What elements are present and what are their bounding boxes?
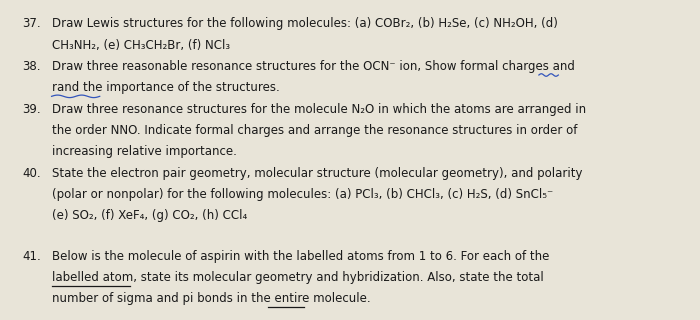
Text: increasing relative importance.: increasing relative importance. (52, 145, 237, 158)
Text: rand the importance of the structures.: rand the importance of the structures. (52, 81, 279, 94)
Text: 37.: 37. (22, 17, 41, 30)
Text: labelled atom, state its molecular geometry and hybridization. Also, state the t: labelled atom, state its molecular geome… (52, 271, 543, 284)
Text: CH₃NH₂, (e) CH₃CH₂Br, (f) NCl₃: CH₃NH₂, (e) CH₃CH₂Br, (f) NCl₃ (52, 39, 230, 52)
Text: (e) SO₂, (f) XeF₄, (g) CO₂, (h) CCl₄: (e) SO₂, (f) XeF₄, (g) CO₂, (h) CCl₄ (52, 209, 247, 222)
Text: Below is the molecule of aspirin with the labelled atoms from 1 to 6. For each o: Below is the molecule of aspirin with th… (52, 250, 549, 263)
Text: 38.: 38. (22, 60, 41, 73)
Text: the order NNO. Indicate formal charges and arrange the resonance structures in o: the order NNO. Indicate formal charges a… (52, 124, 577, 137)
Text: Draw three reasonable resonance structures for the OCN⁻ ion, Show formal charges: Draw three reasonable resonance structur… (52, 60, 575, 73)
Text: State the electron pair geometry, molecular structure (molecular geometry), and : State the electron pair geometry, molecu… (52, 167, 582, 180)
Text: 40.: 40. (22, 167, 41, 180)
Text: Draw Lewis structures for the following molecules: (a) COBr₂, (b) H₂Se, (c) NH₂O: Draw Lewis structures for the following … (52, 17, 557, 30)
Text: (polar or nonpolar) for the following molecules: (a) PCl₃, (b) CHCl₃, (c) H₂S, (: (polar or nonpolar) for the following mo… (52, 188, 553, 201)
Text: Draw three resonance structures for the molecule N₂O in which the atoms are arra: Draw three resonance structures for the … (52, 103, 586, 116)
Text: 39.: 39. (22, 103, 41, 116)
Text: number of sigma and pi bonds in the entire molecule.: number of sigma and pi bonds in the enti… (52, 292, 370, 305)
Text: 41.: 41. (22, 250, 41, 263)
